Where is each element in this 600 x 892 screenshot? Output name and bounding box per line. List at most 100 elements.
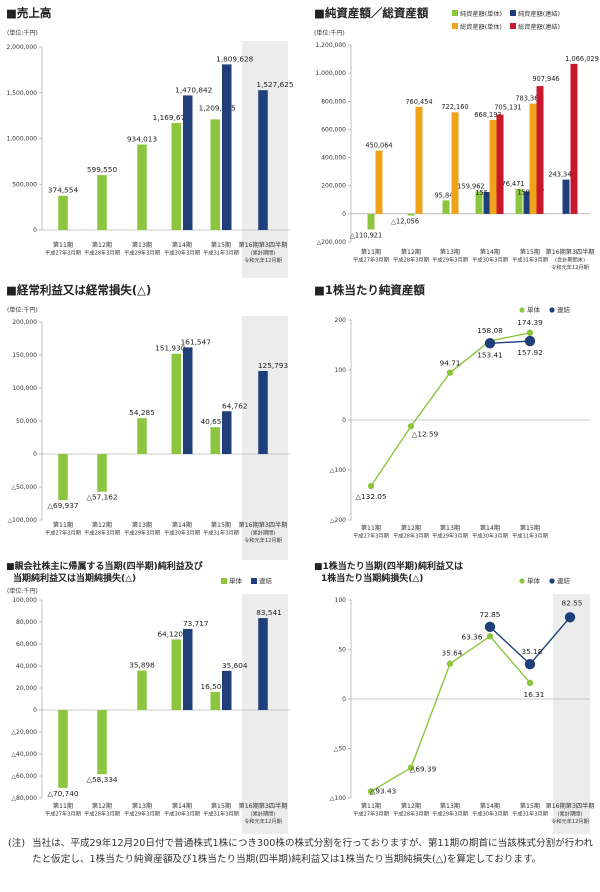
data-label: 176,471: [497, 180, 524, 188]
x-tick-label: 令和元年12月期: [551, 817, 589, 825]
x-tick-label: 第13期: [440, 802, 460, 810]
bar: [210, 691, 220, 710]
x-tick-label: 第11期: [53, 521, 73, 529]
x-tick-label: 第14期: [480, 248, 500, 256]
data-label: 16,509: [200, 682, 226, 691]
data-label: 1,809,628: [216, 54, 253, 63]
data-label: 82.55: [562, 598, 583, 607]
data-point: [407, 423, 415, 430]
x-tick-label: 第15期: [520, 248, 540, 256]
x-tick-label: 第14期: [172, 802, 192, 810]
y-tick-label: 1,200,000: [315, 42, 346, 49]
y-tick-label: 20,000: [16, 685, 37, 692]
data-label: 63.36: [462, 632, 483, 641]
data-label: 161,547: [181, 337, 212, 346]
data-label: 73,717: [183, 619, 209, 628]
legend-consolidated-label: 連結: [557, 305, 571, 314]
bar: [523, 191, 531, 214]
legend-single-swatch: [519, 578, 525, 584]
x-tick-label: 令和元年12月期: [551, 263, 589, 271]
y-tick-label: △60,000: [11, 773, 37, 780]
y-tick-label: 1,000,000: [315, 70, 346, 77]
x-tick-label: 平成31年3月期: [512, 256, 548, 264]
data-label: 35.18: [522, 647, 543, 656]
x-tick-label: 平成27年3月期: [45, 249, 81, 257]
bar: [529, 103, 537, 214]
x-tick-label: 第13期: [132, 802, 152, 810]
legend-consolidated-label: 連結: [557, 576, 571, 585]
legend-single-swatch: [519, 307, 525, 313]
footnote-text: 当社は、平成29年12月20日付で普通株式1株につき300株の株式分割を行ってお…: [32, 838, 594, 865]
legend-single-label: 単体: [527, 576, 541, 585]
bar: [137, 670, 147, 710]
data-label: 1,169,671: [153, 113, 190, 122]
y-tick-label: 100: [335, 597, 347, 604]
net-assets-chart: ■純資産額／総資産額 (単位:千円) △200,000 0 200,000 400,000…: [314, 6, 599, 271]
x-tick-label: 平成29年3月期: [124, 810, 160, 818]
y-tick-label: △50,000: [11, 484, 37, 491]
bar: [58, 710, 68, 788]
bar: [183, 95, 193, 230]
sales-chart: ■売上高 (単位:千円) 0 500,000 1,000,000 1,500,000 2,0…: [6, 6, 294, 278]
bar: [210, 427, 220, 454]
legend-swatch: [452, 10, 458, 16]
bar: [58, 454, 68, 501]
x-tick-label: 平成31年3月期: [512, 810, 548, 818]
data-label: 174.39: [517, 318, 543, 327]
y-tick-label: 40,000: [16, 663, 37, 670]
data-point: [407, 764, 415, 771]
x-tick-label: 第15期: [211, 802, 231, 810]
y-tick-label: 2,000,000: [6, 44, 37, 51]
x-tick-label: 第11期: [361, 524, 381, 532]
chart-title-line: ■親会社株主に帰属する当期(四半期)純利益及び: [6, 560, 204, 572]
x-tick-label: 第15期: [211, 521, 231, 529]
x-tick-label: 平成28年3月期: [393, 810, 429, 818]
y-tick-label: 400,000: [321, 155, 346, 162]
bar: [515, 189, 523, 214]
x-tick-label: 平成27年3月期: [353, 532, 389, 540]
data-label: 64,120: [157, 629, 183, 638]
data-label: 705,131: [494, 104, 521, 112]
series-line: [370, 332, 531, 487]
y-tick-label: 60,000: [16, 641, 37, 648]
chart-title-line: 1株当たり当期純損失(△): [321, 572, 423, 584]
data-label: 907,946: [532, 75, 559, 83]
x-tick-label: 第15期: [520, 802, 540, 810]
footnote-mark: (注): [8, 838, 26, 849]
x-tick-label: 平成27年3月期: [45, 810, 81, 818]
bar: [258, 618, 268, 710]
chart-title-line: 当期純利益又は当期純損失(△): [13, 572, 136, 584]
y-tick-label: △40,000: [11, 751, 37, 758]
bar: [451, 112, 459, 214]
chart-title: ■純資産額／総資産額: [314, 6, 429, 20]
data-label: 722,160: [441, 103, 468, 111]
x-tick-label: 第13期: [440, 248, 460, 256]
data-label: 40,654: [200, 417, 226, 426]
data-label: 54,285: [129, 408, 155, 417]
x-tick-label: 第12期: [401, 248, 421, 256]
y-tick-label: 600,000: [321, 126, 346, 133]
data-label: 16.31: [524, 690, 545, 699]
data-label: 35.64: [442, 649, 463, 658]
legend-label: 純資産額(連結): [518, 10, 560, 18]
y-tick-label: 0: [342, 211, 346, 218]
data-label: △70,740: [47, 789, 79, 798]
data-label: 783,366: [515, 95, 542, 103]
x-tick-label: 平成31年3月期: [203, 529, 239, 537]
legend-consolidated-label: 連結: [259, 576, 273, 585]
y-tick-label: 100,000: [12, 597, 37, 604]
bar: [97, 175, 107, 230]
chart-title: ■経常利益又は経常損失(△): [6, 283, 151, 297]
chart-title: ■売上高: [6, 6, 51, 20]
bar: [222, 670, 232, 710]
y-tick-label: 1,500,000: [6, 90, 37, 97]
y-tick-label: 50: [338, 647, 346, 654]
bar: [171, 353, 181, 454]
x-tick-label: 平成29年3月期: [432, 256, 468, 264]
x-tick-label: 平成31年3月期: [203, 249, 239, 257]
chart-title: ■1株当たり純資産額: [314, 283, 425, 297]
y-tick-label: 0: [342, 696, 346, 703]
y-tick-label: 500,000: [12, 181, 37, 188]
y-tick-label: △80,000: [11, 795, 37, 802]
